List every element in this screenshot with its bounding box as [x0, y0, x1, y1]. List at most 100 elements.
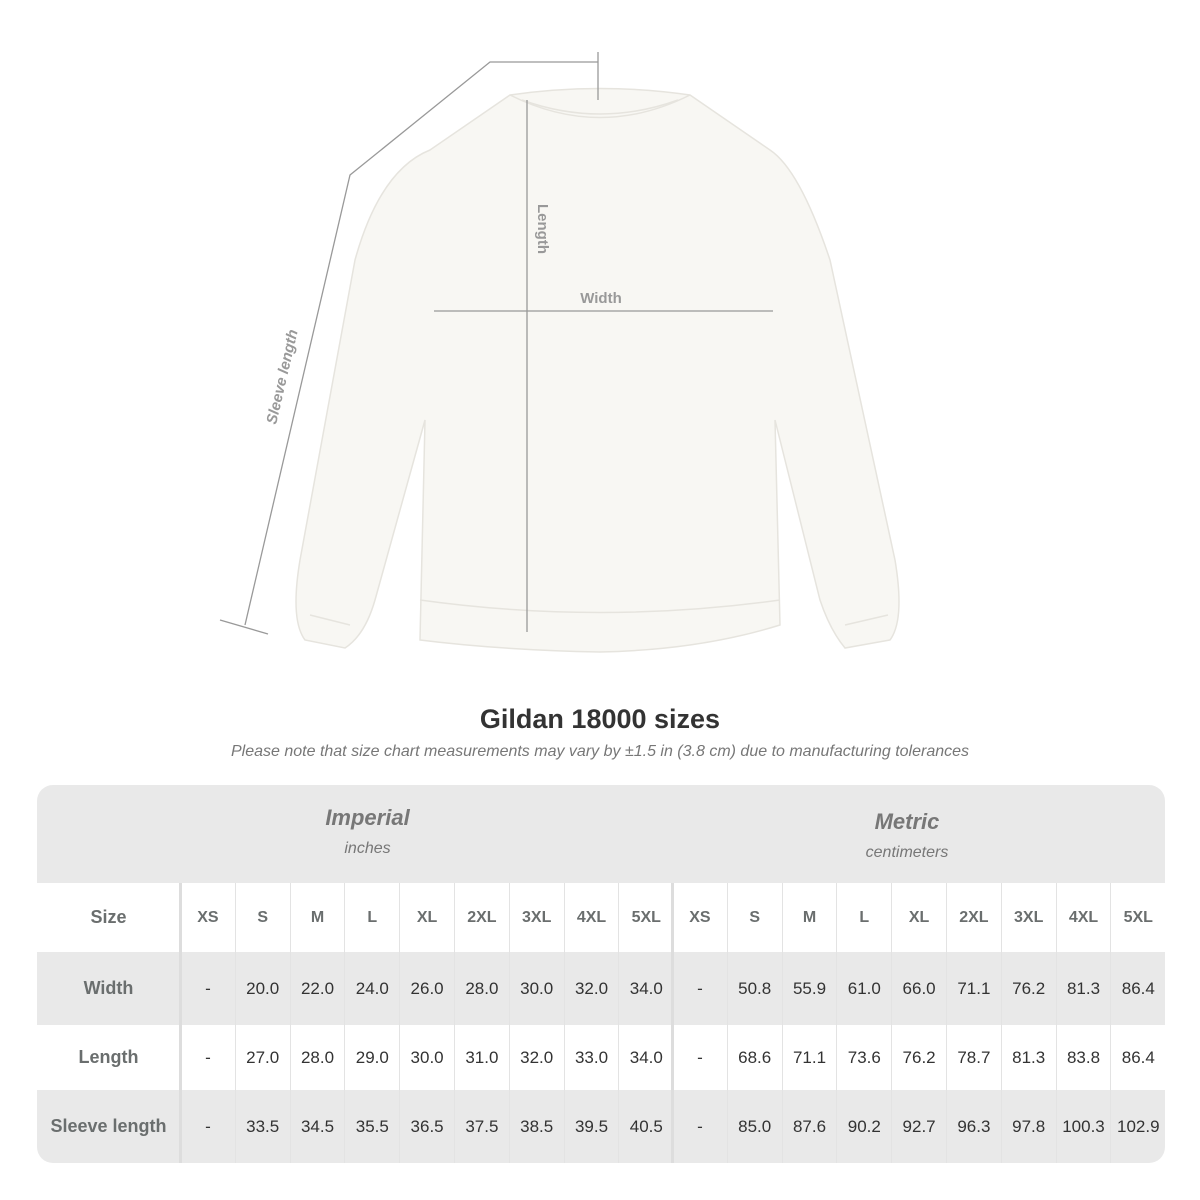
imperial-size-header: 2XL [454, 883, 509, 952]
imperial-value-cell: 37.5 [454, 1090, 509, 1163]
imperial-value-cell: 27.0 [234, 1025, 290, 1090]
sweatshirt-image [295, 87, 900, 653]
imperial-size-header: XS [180, 883, 235, 952]
imperial-value-cell: 24.0 [344, 952, 399, 1025]
imperial-value-cell: 38.5 [508, 1090, 564, 1163]
metric-value-cell: 86.4 [1110, 952, 1165, 1025]
imperial-value-cell: 34.0 [618, 1025, 673, 1090]
metric-size-header: L [836, 883, 891, 952]
width-label: Width [580, 290, 622, 307]
row-label: Length [78, 1047, 139, 1067]
metric-value-cell: 81.3 [1055, 952, 1111, 1025]
imperial-size-header: XL [399, 883, 454, 952]
column-divider [671, 883, 674, 1163]
sleeve-line [244, 61, 598, 626]
sleeve-bottom-tick [219, 619, 269, 635]
metric-value-cell: 96.3 [946, 1090, 1001, 1163]
imperial-value-cell: 29.0 [344, 1025, 399, 1090]
sleeve-label: Sleeve length [263, 328, 301, 426]
metric-value-cell: 76.2 [891, 1025, 946, 1090]
metric-value-cell: - [672, 1025, 727, 1090]
imperial-value-cell: 28.0 [454, 952, 509, 1025]
imperial-value-cell: 33.0 [563, 1025, 619, 1090]
imperial-value-cell: 31.0 [454, 1025, 509, 1090]
row-label: Size [90, 907, 127, 927]
imperial-value-cell: 22.0 [289, 952, 345, 1025]
metric-value-cell: 92.7 [891, 1090, 946, 1163]
metric-size-header: M [781, 883, 837, 952]
imperial-size-header: L [344, 883, 399, 952]
imperial-value-cell: 30.0 [399, 1025, 454, 1090]
metric-unit: centimeters [865, 844, 949, 861]
tolerance-note: Please note that size chart measurements… [230, 743, 970, 760]
metric-value-cell: 55.9 [781, 952, 837, 1025]
imperial-value-cell: 26.0 [399, 952, 454, 1025]
metric-title: Metric [874, 809, 940, 834]
metric-size-header: 5XL [1110, 883, 1165, 952]
metric-value-cell: 78.7 [946, 1025, 1001, 1090]
imperial-header: Imperial inches [180, 805, 555, 858]
measurement-lines [219, 52, 773, 635]
metric-value-cell: 68.6 [726, 1025, 782, 1090]
imperial-value-cell: 30.0 [508, 952, 564, 1025]
imperial-value-cell: 35.5 [344, 1090, 399, 1163]
metric-size-header: S [726, 883, 782, 952]
table-row: Length -27.0 28.0 29.0 30.0 31.0 32.0 33.0 34.0-… [37, 1025, 1165, 1090]
metric-value-cell: 71.1 [781, 1025, 837, 1090]
imperial-value-cell: 28.0 [289, 1025, 345, 1090]
imperial-value-cell: 32.0 [508, 1025, 564, 1090]
metric-size-header: XS [672, 883, 727, 952]
table-header: Imperial inches Metric centimeters [37, 785, 1165, 883]
metric-value-cell: 76.2 [1000, 952, 1056, 1025]
metric-value-cell: 50.8 [726, 952, 782, 1025]
imperial-value-cell: 40.5 [618, 1090, 673, 1163]
imperial-value-cell: - [180, 952, 235, 1025]
metric-value-cell: 85.0 [726, 1090, 782, 1163]
imperial-size-header: 4XL [563, 883, 619, 952]
imperial-title: Imperial [325, 805, 410, 830]
size-header-row: Size XS S M L XL 2XL 3XL 4XL 5XL XS S M L XL 2XL 3XL 4XL 5… [37, 883, 1165, 952]
metric-value-cell: - [672, 952, 727, 1025]
imperial-size-header: 3XL [508, 883, 564, 952]
table-row: Sleeve length -33.5 34.5 35.5 36.5 37.5 38.5 39… [37, 1090, 1165, 1163]
page-title: Gildan 18000 sizes [479, 704, 721, 734]
metric-value-cell: 81.3 [1000, 1025, 1056, 1090]
imperial-value-cell: 32.0 [563, 952, 619, 1025]
table-row: Width -20.0 22.0 24.0 26.0 28.0 30.0 32.0 34.0-5… [37, 952, 1165, 1025]
imperial-value-cell: 20.0 [234, 952, 290, 1025]
imperial-value-cell: 33.5 [234, 1090, 290, 1163]
metric-value-cell: 73.6 [836, 1025, 891, 1090]
imperial-size-header: 5XL [618, 883, 673, 952]
metric-value-cell: 97.8 [1000, 1090, 1056, 1163]
imperial-value-cell: 34.0 [618, 952, 673, 1025]
imperial-value-cell: - [180, 1090, 235, 1163]
metric-value-cell: 87.6 [781, 1090, 837, 1163]
metric-value-cell: - [672, 1090, 727, 1163]
size-table: Imperial inches Metric centimeters Size X… [37, 785, 1165, 1163]
metric-size-header: 3XL [1000, 883, 1056, 952]
imperial-size-header: S [234, 883, 290, 952]
row-label: Width [83, 978, 134, 998]
metric-value-cell: 71.1 [946, 952, 1001, 1025]
imperial-size-header: M [289, 883, 345, 952]
imperial-value-cell: 36.5 [399, 1090, 454, 1163]
metric-header: Metric centimeters [672, 809, 1142, 862]
imperial-value-cell: - [180, 1025, 235, 1090]
sweatshirt-diagram: Length Width Sleeve length [219, 52, 900, 653]
metric-size-header: 2XL [946, 883, 1001, 952]
metric-size-header: 4XL [1055, 883, 1111, 952]
metric-value-cell: 100.3 [1055, 1090, 1111, 1163]
metric-size-header: XL [891, 883, 946, 952]
imperial-value-cell: 39.5 [563, 1090, 619, 1163]
metric-value-cell: 83.8 [1055, 1025, 1111, 1090]
metric-value-cell: 66.0 [891, 952, 946, 1025]
length-label: Length [534, 204, 551, 254]
metric-value-cell: 102.9 [1110, 1090, 1165, 1163]
imperial-value-cell: 34.5 [289, 1090, 345, 1163]
imperial-unit: inches [344, 840, 391, 857]
metric-value-cell: 61.0 [836, 952, 891, 1025]
metric-value-cell: 86.4 [1110, 1025, 1165, 1090]
column-divider [179, 883, 182, 1163]
metric-value-cell: 90.2 [836, 1090, 891, 1163]
row-label: Sleeve length [50, 1116, 167, 1136]
